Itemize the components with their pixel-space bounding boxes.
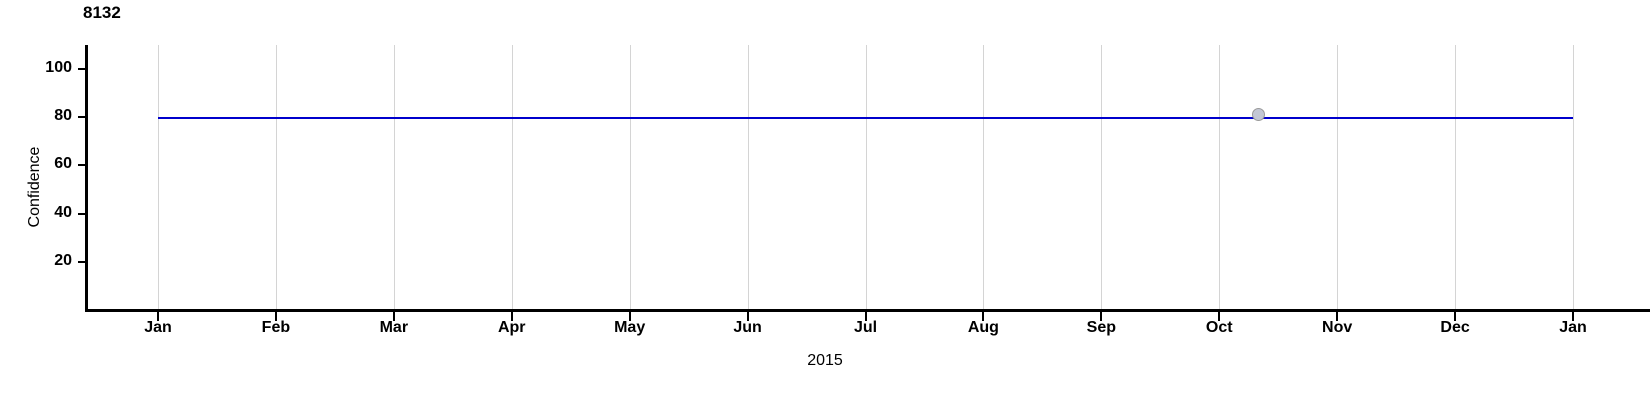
gridline-mar-2 — [393, 45, 395, 310]
gridline-aug-7 — [983, 45, 985, 310]
gridline-oct-9 — [1219, 45, 1221, 310]
x-tick-label-12: Jan — [1559, 319, 1587, 336]
x-tick-mark-7 — [982, 312, 985, 321]
y-axis-line — [85, 45, 88, 311]
y-tick-label-20: 20 — [54, 251, 72, 269]
y-tick-label-80: 80 — [54, 107, 72, 125]
x-tick-label-2: Mar — [379, 319, 409, 336]
y-tick-label-60: 60 — [54, 155, 72, 173]
x-tick-mark-2 — [392, 312, 395, 321]
x-tick-label-10: Nov — [1322, 319, 1353, 336]
gridline-jun-5 — [747, 45, 749, 310]
x-tick-mark-4 — [628, 312, 631, 321]
gridline-nov-10 — [1337, 45, 1339, 310]
gridline-sep-8 — [1101, 45, 1103, 310]
y-tick-mark-80 — [78, 116, 86, 119]
x-tick-label-5: Jun — [733, 319, 762, 336]
data-point-marker-0[interactable] — [1251, 108, 1265, 122]
x-axis-title: 2015 — [807, 352, 843, 369]
y-tick-mark-60 — [78, 164, 86, 167]
y-axis-title: Confidence — [26, 146, 43, 228]
y-tick-mark-20 — [78, 260, 86, 263]
x-tick-label-0: Jan — [144, 319, 172, 336]
y-tick-mark-100 — [78, 68, 86, 71]
x-tick-mark-11 — [1454, 312, 1457, 321]
y-tick-label-100: 100 — [45, 59, 72, 77]
chart-title: 8132 — [83, 3, 121, 22]
gridline-apr-3 — [511, 45, 513, 310]
x-tick-mark-0 — [157, 312, 159, 321]
gridline-jan-12 — [1573, 45, 1574, 310]
x-axis-line — [85, 309, 1650, 312]
x-tick-label-9: Oct — [1205, 319, 1233, 336]
x-tick-label-3: Apr — [497, 319, 526, 336]
gridline-jan-0 — [158, 45, 159, 310]
x-tick-label-7: Aug — [967, 319, 999, 336]
x-tick-mark-3 — [510, 312, 513, 321]
gridline-may-4 — [629, 45, 631, 310]
x-tick-mark-6 — [864, 312, 867, 321]
series-line-0 — [158, 117, 1573, 120]
gridline-dec-11 — [1455, 45, 1457, 310]
gridline-feb-1 — [275, 45, 277, 310]
plot-area — [85, 45, 1615, 310]
x-tick-label-11: Dec — [1440, 319, 1470, 336]
x-tick-mark-8 — [1100, 312, 1103, 321]
x-tick-label-1: Feb — [261, 319, 291, 336]
x-tick-mark-10 — [1336, 312, 1339, 321]
x-tick-label-6: Jul — [853, 319, 878, 336]
x-tick-label-4: May — [614, 319, 646, 336]
x-tick-mark-1 — [274, 312, 277, 321]
y-tick-label-40: 40 — [54, 203, 72, 221]
y-tick-mark-40 — [78, 212, 86, 215]
x-tick-mark-5 — [746, 312, 749, 321]
x-tick-mark-12 — [1572, 312, 1574, 321]
x-tick-label-8: Sep — [1086, 319, 1116, 336]
gridline-jul-6 — [865, 45, 867, 310]
x-tick-mark-9 — [1218, 312, 1221, 321]
